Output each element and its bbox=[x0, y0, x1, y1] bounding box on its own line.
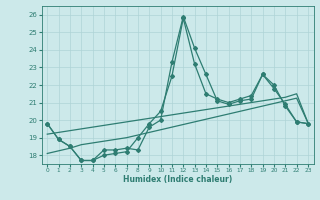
X-axis label: Humidex (Indice chaleur): Humidex (Indice chaleur) bbox=[123, 175, 232, 184]
